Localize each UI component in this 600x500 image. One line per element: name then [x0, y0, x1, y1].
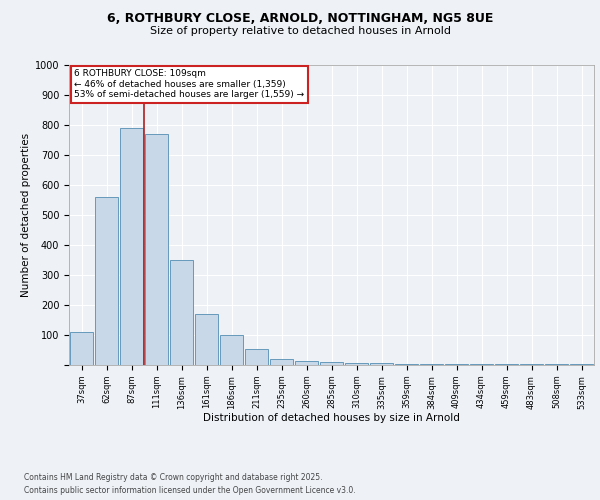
Bar	[495, 364, 518, 365]
Bar	[270, 359, 293, 365]
Bar	[320, 362, 343, 365]
Bar	[520, 364, 543, 365]
Bar	[295, 360, 318, 365]
X-axis label: Distribution of detached houses by size in Arnold: Distribution of detached houses by size …	[203, 413, 460, 423]
Bar	[545, 364, 568, 365]
Bar	[220, 335, 243, 365]
Text: Contains public sector information licensed under the Open Government Licence v3: Contains public sector information licen…	[24, 486, 356, 495]
Text: Size of property relative to detached houses in Arnold: Size of property relative to detached ho…	[149, 26, 451, 36]
Bar	[245, 348, 268, 365]
Text: 6 ROTHBURY CLOSE: 109sqm
← 46% of detached houses are smaller (1,359)
53% of sem: 6 ROTHBURY CLOSE: 109sqm ← 46% of detach…	[74, 70, 304, 100]
Text: 6, ROTHBURY CLOSE, ARNOLD, NOTTINGHAM, NG5 8UE: 6, ROTHBURY CLOSE, ARNOLD, NOTTINGHAM, N…	[107, 12, 493, 26]
Bar	[95, 197, 118, 365]
Y-axis label: Number of detached properties: Number of detached properties	[20, 133, 31, 297]
Bar	[120, 128, 143, 365]
Bar	[470, 364, 493, 365]
Bar	[420, 364, 443, 365]
Text: Contains HM Land Registry data © Crown copyright and database right 2025.: Contains HM Land Registry data © Crown c…	[24, 472, 323, 482]
Bar	[70, 332, 93, 365]
Bar	[170, 260, 193, 365]
Bar	[395, 364, 418, 365]
Bar	[195, 314, 218, 365]
Bar	[445, 364, 468, 365]
Bar	[345, 362, 368, 365]
Bar	[370, 362, 393, 365]
Bar	[145, 134, 168, 365]
Bar	[570, 364, 593, 365]
